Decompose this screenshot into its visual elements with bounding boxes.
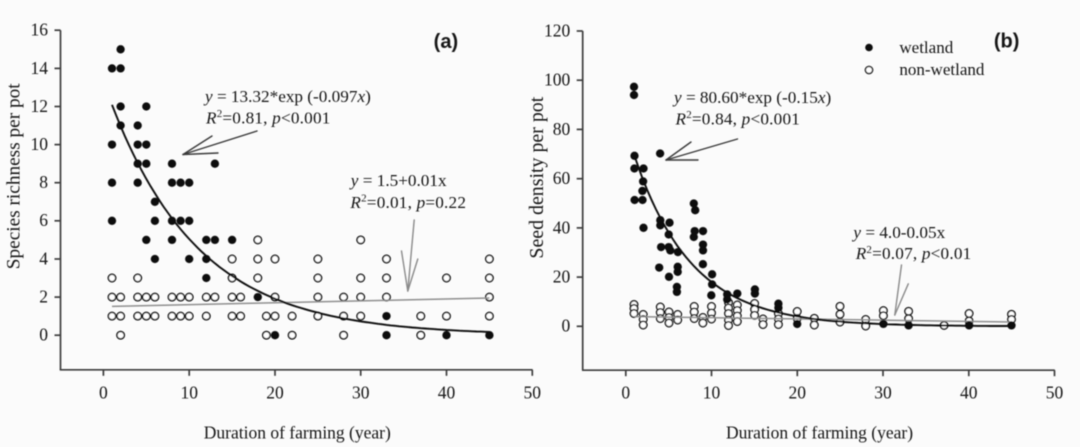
svg-text:Duration of farming (year): Duration of farming (year) <box>204 422 391 442</box>
svg-text:(a): (a) <box>434 31 458 53</box>
svg-text:50: 50 <box>524 383 542 403</box>
svg-text:R2=0.81, p<0.001: R2=0.81, p<0.001 <box>205 108 331 127</box>
svg-text:y = 13.32*exp (-0.097x): y = 13.32*exp (-0.097x) <box>203 87 371 106</box>
svg-text:80: 80 <box>553 119 571 139</box>
svg-text:Species richness per pot: Species richness per pot <box>3 83 24 269</box>
svg-text:14: 14 <box>31 58 49 78</box>
svg-text:20: 20 <box>789 383 807 403</box>
svg-text:Seed density per pot: Seed density per pot <box>526 96 548 258</box>
svg-text:non-wetland: non-wetland <box>899 60 984 79</box>
svg-text:4: 4 <box>39 248 48 268</box>
svg-text:40: 40 <box>553 217 571 237</box>
svg-text:R2=0.07, p<0.01: R2=0.07, p<0.01 <box>855 244 972 263</box>
svg-text:10: 10 <box>180 383 198 403</box>
svg-text:0: 0 <box>39 325 48 345</box>
svg-text:60: 60 <box>553 168 571 188</box>
svg-text:8: 8 <box>39 172 48 192</box>
svg-text:y = 4.0-0.05x: y = 4.0-0.05x <box>851 223 945 242</box>
svg-text:0: 0 <box>99 383 108 403</box>
svg-text:6: 6 <box>39 210 48 230</box>
svg-text:10: 10 <box>31 134 49 154</box>
svg-text:40: 40 <box>438 383 456 403</box>
svg-text:100: 100 <box>544 70 571 90</box>
svg-text:R2=0.84, p<0.001: R2=0.84, p<0.001 <box>675 109 801 128</box>
svg-text:(b): (b) <box>994 30 1020 52</box>
svg-text:20: 20 <box>553 267 571 287</box>
svg-text:wetland: wetland <box>899 38 953 57</box>
svg-text:0: 0 <box>621 383 630 403</box>
svg-text:30: 30 <box>874 383 892 403</box>
svg-text:0: 0 <box>561 316 570 336</box>
svg-text:12: 12 <box>31 96 49 116</box>
svg-text:R2=0.01, p=0.22: R2=0.01, p=0.22 <box>349 193 466 212</box>
svg-text:Duration of farming (year): Duration of farming (year) <box>726 422 913 442</box>
svg-text:120: 120 <box>544 20 571 40</box>
svg-text:40: 40 <box>960 383 978 403</box>
svg-text:50: 50 <box>1046 383 1064 403</box>
svg-text:y = 80.60*exp (-0.15x): y = 80.60*exp (-0.15x) <box>672 88 831 107</box>
svg-text:2: 2 <box>39 287 48 307</box>
svg-text:10: 10 <box>703 383 721 403</box>
svg-text:y = 1.5+0.01x: y = 1.5+0.01x <box>349 171 447 190</box>
svg-text:20: 20 <box>266 383 284 403</box>
svg-text:30: 30 <box>352 383 370 403</box>
svg-text:16: 16 <box>31 20 49 40</box>
